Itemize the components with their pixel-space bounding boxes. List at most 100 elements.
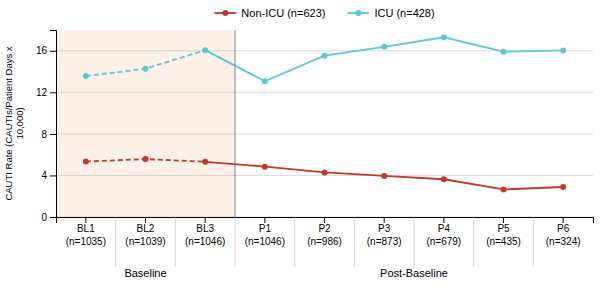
marker	[83, 159, 89, 165]
x-tick-label: P1 (n=1046)	[245, 223, 285, 247]
marker	[262, 78, 268, 84]
marks	[83, 34, 566, 192]
y-tick-label: 4	[41, 170, 47, 181]
marker	[322, 169, 328, 175]
y-tick: 8	[41, 129, 56, 140]
separator	[473, 217, 474, 267]
series-markers	[83, 156, 566, 192]
y-axis-line	[50, 31, 57, 218]
marker	[262, 164, 268, 170]
x-tick-mark	[384, 217, 385, 223]
y-tick-mark	[50, 134, 56, 135]
series-line	[205, 162, 563, 190]
legend-label: Non-ICU (n=623)	[241, 7, 325, 19]
series-line-baseline	[86, 50, 205, 76]
separator	[235, 217, 236, 267]
span-label: Post-Baseline	[380, 267, 448, 279]
marker	[560, 184, 566, 190]
x-tick: P2(n=986)	[307, 217, 342, 247]
x-tick: P1 (n=1046)	[245, 217, 285, 247]
marker	[202, 159, 208, 165]
x-tick-label: P3(n=873)	[367, 223, 402, 247]
region-shade	[56, 30, 235, 217]
label-separators	[116, 217, 534, 267]
grid	[56, 51, 593, 217]
x-tick: P3(n=873)	[367, 217, 402, 247]
legend: Non-ICU (n=623) ICU (n=428)	[214, 7, 434, 19]
x-tick-label-line: (n=1039)	[125, 236, 165, 247]
y-axis-title-line: CAUTI Rate (CAUTIs/Patient Days x	[3, 46, 14, 200]
x-tick-mark	[205, 217, 206, 223]
divider	[235, 30, 236, 217]
x-axis: BL1(n=1035) BL2 (n=1039) BL3 (n=1046) P1 (n=10…	[57, 217, 594, 247]
marker	[322, 53, 328, 59]
x-tick-mark	[85, 217, 86, 223]
separator	[294, 217, 295, 267]
x-tick: BL1(n=1035)	[66, 217, 106, 247]
marker	[501, 49, 507, 55]
legend-label: ICU (n=428)	[374, 7, 434, 19]
x-tick-label: P2(n=986)	[307, 223, 342, 247]
x-tick-label-line: (n=324)	[546, 236, 581, 247]
marker	[202, 47, 208, 53]
y-tick-label: 16	[36, 45, 48, 56]
x-tick-mark	[443, 217, 444, 223]
x-tick-label-line: P1	[259, 223, 272, 234]
x-tick-label-line: BL2	[137, 223, 155, 234]
chart: 0 4 8 12 16 BL1(n=1035) BL2 (n=1039) BL3 (n=1046)…	[0, 0, 605, 285]
y-tick-label: 0	[41, 212, 47, 223]
y-axis-title-line: 10,000)	[14, 107, 25, 139]
separator	[354, 217, 355, 267]
x-tick-mark	[503, 217, 504, 223]
x-tick-label-line: (n=1046)	[245, 236, 285, 247]
x-tick-mark	[145, 217, 146, 223]
grid-line	[56, 92, 593, 93]
x-tick-label: BL3 (n=1046)	[185, 223, 225, 247]
separator	[414, 217, 415, 267]
marker	[83, 73, 89, 79]
y-tick: 4	[41, 170, 56, 181]
x-tick: P5(n=435)	[486, 217, 521, 247]
y-tick-mark	[50, 217, 56, 218]
x-tick-label-line: (n=679)	[426, 236, 461, 247]
legend-marker	[222, 10, 228, 16]
x-tick-label-line: P3	[378, 223, 391, 234]
marker	[381, 44, 387, 50]
marker	[143, 66, 149, 72]
separator	[533, 217, 534, 267]
marker	[381, 173, 387, 179]
x-tick-label-line: P5	[497, 223, 510, 234]
x-tick-mark	[264, 217, 265, 223]
y-tick-mark	[50, 92, 56, 93]
y-tick: 0	[41, 212, 56, 223]
marker	[441, 34, 447, 40]
y-tick-mark	[50, 175, 56, 176]
x-tick: BL2 (n=1039)	[125, 217, 165, 247]
x-tick-label: BL1(n=1035)	[66, 223, 106, 247]
x-tick-label-line: (n=1035)	[66, 236, 106, 247]
y-tick-label: 12	[36, 87, 48, 98]
x-tick-label: P5(n=435)	[486, 223, 521, 247]
span-label: Baseline	[124, 267, 166, 279]
marker	[143, 156, 149, 162]
y-tick-label: 8	[41, 129, 47, 140]
x-tick: BL3 (n=1046)	[185, 217, 225, 247]
x-tick-label-line: (n=986)	[307, 236, 342, 247]
x-tick-label-line: (n=1046)	[185, 236, 225, 247]
x-tick-label-line: P6	[557, 223, 570, 234]
x-tick-label-line: BL3	[196, 223, 214, 234]
grid-line	[56, 133, 593, 134]
legend-item: ICU (n=428)	[347, 7, 434, 19]
y-tick: 12	[36, 87, 56, 98]
marker	[501, 186, 507, 192]
plot: 0 4 8 12 16 BL1(n=1035) BL2 (n=1039) BL3 (n=1046)…	[36, 30, 594, 279]
series-line	[205, 37, 563, 81]
x-tick-mark	[324, 217, 325, 223]
y-axis: 0 4 8 12 16	[36, 31, 57, 223]
x-tick-label: P4(n=679)	[426, 223, 461, 247]
marker	[441, 176, 447, 182]
y-tick-mark	[50, 51, 56, 52]
legend-item: Non-ICU (n=623)	[214, 7, 325, 19]
series-markers	[83, 34, 566, 84]
y-axis-title: CAUTI Rate (CAUTIs/Patient Days x10,000)	[3, 46, 25, 200]
